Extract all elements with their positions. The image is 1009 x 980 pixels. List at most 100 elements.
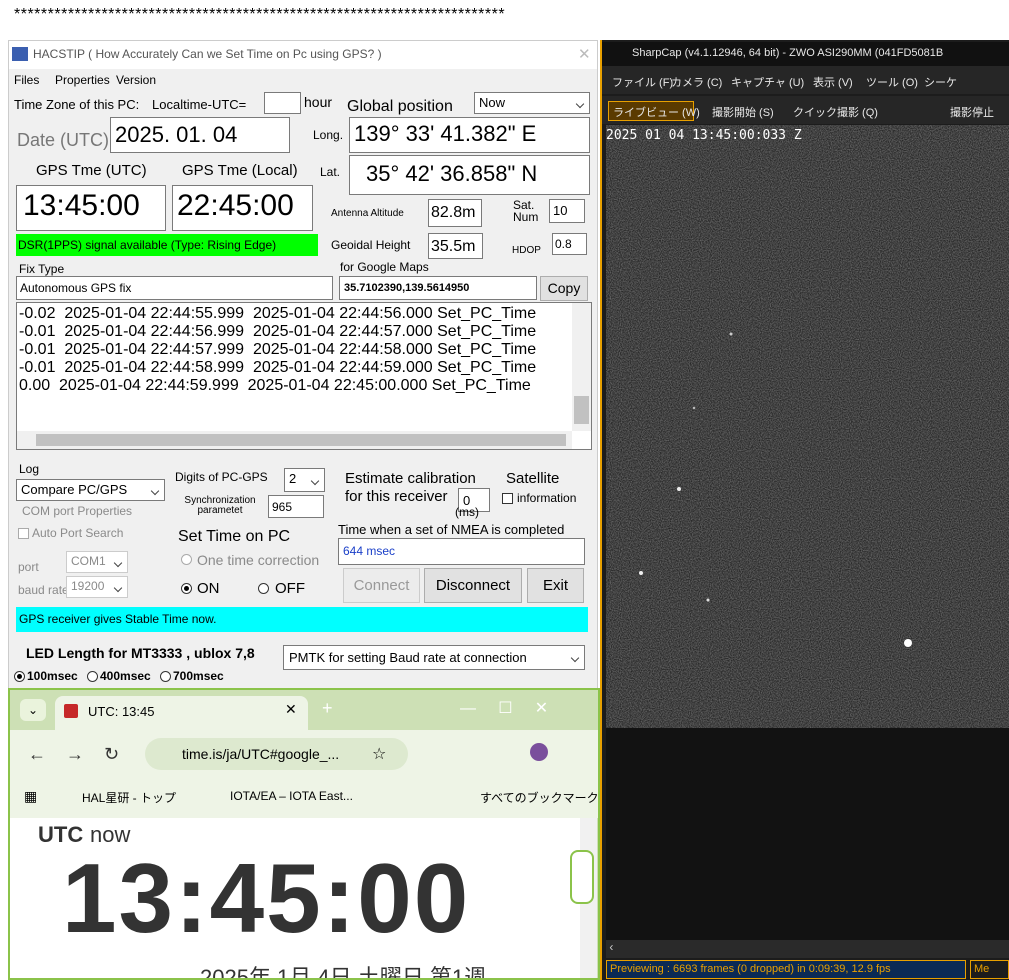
h-scrollbar[interactable]: ‹ — [606, 940, 1009, 958]
label: Geoidal Height — [331, 238, 410, 252]
hdop-field: 0.8 — [552, 233, 587, 255]
star — [693, 407, 695, 409]
toolbar-item[interactable]: クイック撮影 (Q) — [793, 104, 878, 120]
menu-item[interactable]: Files — [14, 73, 39, 87]
star — [904, 639, 912, 647]
tz-input[interactable] — [264, 92, 301, 114]
digits-select[interactable]: 2 — [284, 468, 325, 492]
menu-item[interactable]: ツール (O) — [866, 74, 918, 90]
tab-close[interactable]: ✕ — [285, 701, 297, 718]
image-noise — [606, 125, 1009, 728]
profile[interactable] — [530, 743, 548, 761]
menu-item[interactable]: キャプチャ (U) — [731, 74, 804, 90]
tab-icon — [64, 704, 78, 718]
label: LED Length for MT3333 , ublox 7,8 — [26, 645, 255, 661]
label: Synchronization parametet — [175, 496, 265, 516]
scroll-thumb[interactable] — [36, 434, 566, 446]
tab-menu[interactable]: ⌄ — [20, 699, 46, 721]
radio[interactable] — [160, 671, 171, 682]
status-panel: Me — [970, 960, 1009, 979]
label: Time when a set of NMEA is completed — [338, 522, 564, 537]
label: ON — [197, 580, 220, 597]
baud-select[interactable]: 19200 — [66, 576, 128, 598]
extension-widget[interactable] — [570, 850, 594, 904]
radio[interactable] — [258, 583, 269, 594]
menu-item[interactable]: カメラ (C) — [671, 74, 722, 90]
camera-image — [606, 125, 1009, 728]
label: 700msec — [173, 669, 224, 683]
apps-icon[interactable]: ▦ — [24, 788, 37, 805]
menu-item[interactable]: Version — [116, 73, 156, 87]
label: hour — [304, 94, 332, 110]
menu-item[interactable]: Properties — [55, 73, 110, 87]
toolbar-item[interactable]: 撮影停止 — [950, 104, 994, 120]
connect-button[interactable]: Connect — [343, 568, 420, 603]
new-tab[interactable]: + — [322, 698, 333, 719]
scroll-thumb[interactable] — [574, 396, 589, 424]
label: Date (UTC) — [17, 130, 109, 151]
nav-buttons[interactable]: ← → ↻ — [28, 744, 119, 765]
radio[interactable] — [181, 583, 192, 594]
utc-time-field: 13:45:00 — [16, 185, 166, 231]
window-controls[interactable]: — ☐ ✕ — [460, 698, 548, 718]
star — [677, 487, 681, 491]
checkbox[interactable] — [502, 493, 513, 504]
disconnect-button[interactable]: Disconnect — [424, 568, 522, 603]
label: (ms) — [455, 505, 479, 519]
radio[interactable] — [181, 554, 192, 565]
bookmark-star[interactable]: ☆ — [372, 744, 386, 764]
radio[interactable] — [87, 671, 98, 682]
coords-field: 35.7102390,139.5614950 — [339, 276, 537, 300]
radio[interactable] — [14, 671, 25, 682]
nmea-field: 644 msec — [338, 538, 585, 565]
status-text: Previewing : 6693 frames (0 dropped) in … — [610, 963, 891, 975]
menu-item[interactable]: ファイル (F) — [612, 74, 673, 90]
copy-button[interactable]: Copy — [540, 276, 588, 301]
sync-field: 965 — [268, 495, 324, 518]
label: Estimate calibration — [345, 470, 476, 487]
label: port — [18, 560, 39, 574]
label: Set Time on PC — [178, 528, 290, 546]
label: Global position — [347, 98, 453, 116]
screen: ****************************************… — [0, 0, 1009, 980]
label: 400msec — [100, 669, 151, 683]
antenna-field: 82.8m — [428, 199, 482, 227]
status-bar: GPS receiver gives Stable Time now. — [16, 607, 588, 632]
exit-button[interactable]: Exit — [527, 568, 584, 603]
page: HACSTIP screenshot {"stars":"***********… — [0, 0, 1009, 980]
menu-item[interactable]: シーケ — [924, 74, 957, 90]
label: Localtime-UTC= — [152, 97, 246, 112]
menu-item[interactable]: 表示 (V) — [813, 74, 853, 90]
tab-title: UTC: 13:45 — [88, 704, 154, 719]
group-label: COM port Properties — [22, 504, 132, 518]
toolbar-item[interactable]: ライブビュー (W) — [613, 104, 700, 120]
label: Satellite — [506, 470, 559, 487]
window-title: SharpCap (v4.1.12946, 64 bit) - ZWO ASI2… — [632, 47, 943, 59]
star — [730, 333, 733, 336]
label: Log — [19, 462, 39, 476]
star — [639, 571, 643, 575]
label: GPS Tme (UTC) — [36, 162, 147, 179]
date-field: 2025. 01. 04 — [110, 117, 290, 153]
bookmark[interactable]: HAL星研 - トップ — [82, 789, 176, 806]
log-line: -0.02 2025-01-04 22:44:55.999 2025-01-04… — [19, 305, 569, 323]
label: Fix Type — [19, 262, 64, 276]
pmtk-select[interactable]: PMTK for setting Baud rate at connection — [283, 645, 585, 670]
checkbox[interactable] — [18, 528, 29, 539]
label: for Google Maps — [340, 260, 429, 274]
position-select[interactable]: Now — [474, 92, 590, 114]
label: Time Zone of this PC: — [14, 97, 139, 112]
log-line: -0.01 2025-01-04 22:44:57.999 2025-01-04… — [19, 341, 569, 359]
port-select[interactable]: COM1 — [66, 551, 128, 573]
geoidal-field: 35.5m — [428, 233, 483, 259]
label: OFF — [275, 580, 305, 597]
longitude-field: 139° 33' 41.382" E — [349, 117, 590, 153]
log-select[interactable]: Compare PC/GPS — [16, 479, 165, 501]
log-line: 0.00 2025-01-04 22:44:59.999 2025-01-04 … — [19, 377, 569, 395]
app-icon — [12, 47, 28, 61]
bookmark[interactable]: IOTA/EA – IOTA East... — [230, 789, 353, 803]
close-button[interactable]: ✕ — [578, 45, 591, 63]
toolbar-item[interactable]: 撮影開始 (S) — [712, 104, 774, 120]
bookmark[interactable]: すべてのブックマーク — [480, 789, 599, 806]
label: information — [517, 491, 576, 505]
